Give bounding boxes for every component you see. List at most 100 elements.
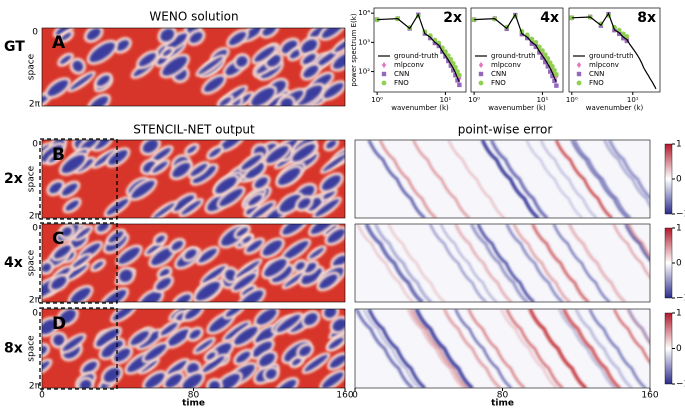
blob: [102, 289, 127, 302]
tick-label: 10⁰: [566, 96, 578, 104]
marker: [550, 73, 555, 79]
error-streak: [568, 224, 627, 302]
marker: [547, 60, 553, 66]
error-streak: [448, 140, 505, 218]
tick-label: 0: [32, 309, 38, 319]
blob: [160, 28, 175, 42]
marker: [554, 83, 559, 88]
blob: [241, 154, 262, 170]
frame: [354, 223, 651, 303]
marker: [450, 61, 456, 66]
error-streak: [613, 224, 650, 279]
blob: [189, 32, 203, 43]
tick-label: 160: [336, 391, 353, 401]
error-streak: [414, 309, 473, 388]
blob: [208, 380, 221, 388]
blob: [246, 205, 258, 215]
blob: [252, 341, 272, 357]
blob: [277, 379, 297, 388]
tick-label: 0: [676, 259, 682, 269]
marker: [529, 41, 535, 46]
marker: [548, 69, 553, 74]
error-streak: [412, 140, 470, 218]
frame: [354, 139, 651, 219]
blob: [155, 235, 165, 243]
tick-label: 2π: [29, 296, 41, 306]
blob: [186, 145, 197, 154]
blob: [296, 85, 323, 105]
error-streak: [470, 224, 529, 302]
blob: [333, 53, 345, 69]
error-streak: [529, 309, 588, 388]
blob: [152, 161, 168, 173]
tick-label: 0: [32, 140, 38, 150]
axis-label: space: [27, 165, 37, 192]
blob: [242, 236, 252, 244]
legend-swatch: [478, 62, 484, 68]
blob: [334, 38, 345, 52]
legend-swatch: [576, 71, 582, 77]
blob: [114, 348, 131, 362]
marker: [456, 72, 462, 78]
blob: [323, 190, 335, 199]
marker: [624, 38, 630, 44]
blob: [103, 367, 121, 383]
marker: [455, 78, 460, 83]
tick-label: 10⁰: [371, 96, 383, 104]
tick-label: 0: [39, 391, 45, 401]
axis-label: space: [27, 53, 37, 80]
blob: [224, 322, 249, 340]
error-map: [355, 140, 650, 218]
marker: [545, 64, 551, 69]
blob: [239, 290, 264, 302]
blob: [131, 180, 155, 199]
legend-label: FNO: [394, 79, 409, 87]
marker: [550, 64, 555, 69]
blob: [140, 359, 158, 372]
blob: [310, 28, 325, 38]
blob: [61, 183, 78, 196]
blob: [248, 194, 262, 206]
row-label: 4x: [4, 255, 23, 271]
blob: [93, 261, 104, 270]
error-streak: [467, 309, 526, 388]
blob: [282, 224, 307, 235]
blob: [72, 60, 84, 72]
tick-label: 10³: [358, 38, 370, 46]
blob: [61, 154, 85, 174]
blob: [236, 260, 260, 278]
marker: [445, 53, 451, 59]
tick-label: 0: [676, 344, 682, 354]
blob: [182, 373, 203, 388]
marker: [443, 49, 448, 55]
blob: [116, 40, 129, 51]
tick-label: 0: [676, 175, 682, 185]
marker: [453, 73, 458, 78]
blob: [49, 182, 63, 194]
blob: [303, 65, 319, 78]
error-streak: [561, 309, 621, 388]
error-streak: [588, 309, 647, 388]
error-streak: [440, 224, 498, 302]
tick-label: 10¹: [440, 96, 452, 104]
blob: [322, 372, 344, 388]
blob: [82, 361, 97, 374]
error-streak: [531, 224, 590, 302]
blob: [167, 329, 190, 346]
blob: [171, 240, 183, 251]
blob: [42, 144, 50, 156]
plot-frame: [373, 7, 467, 93]
blob: [325, 225, 337, 234]
blob: [42, 263, 52, 273]
blob: [304, 354, 328, 372]
blob: [47, 80, 69, 96]
tick-label: 1: [676, 224, 682, 234]
blob: [290, 49, 302, 59]
error-map: [355, 309, 650, 388]
tick-label: −1: [676, 294, 685, 304]
blob: [184, 249, 197, 260]
blob: [264, 259, 287, 277]
series-line: [377, 13, 460, 82]
blob: [327, 229, 345, 243]
legend-label: ground-truth: [394, 52, 439, 60]
